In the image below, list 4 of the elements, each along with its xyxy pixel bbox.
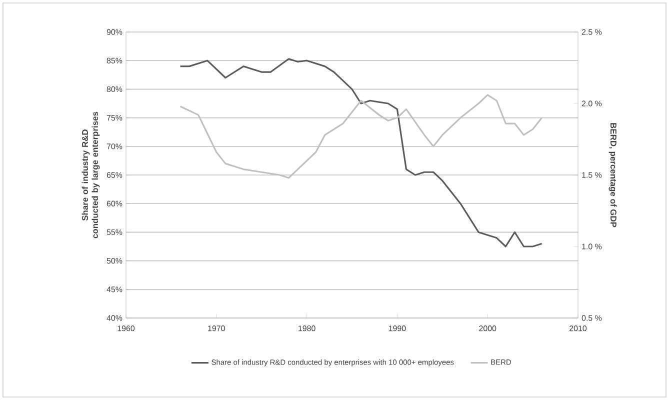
- y-axis-title: Share of industry R&D conducted by large enterprises: [82, 112, 100, 238]
- line-series: [179, 94, 543, 179]
- y2-axis-title: BERD, percentage of GDP: [608, 123, 617, 228]
- line-series: [179, 58, 543, 248]
